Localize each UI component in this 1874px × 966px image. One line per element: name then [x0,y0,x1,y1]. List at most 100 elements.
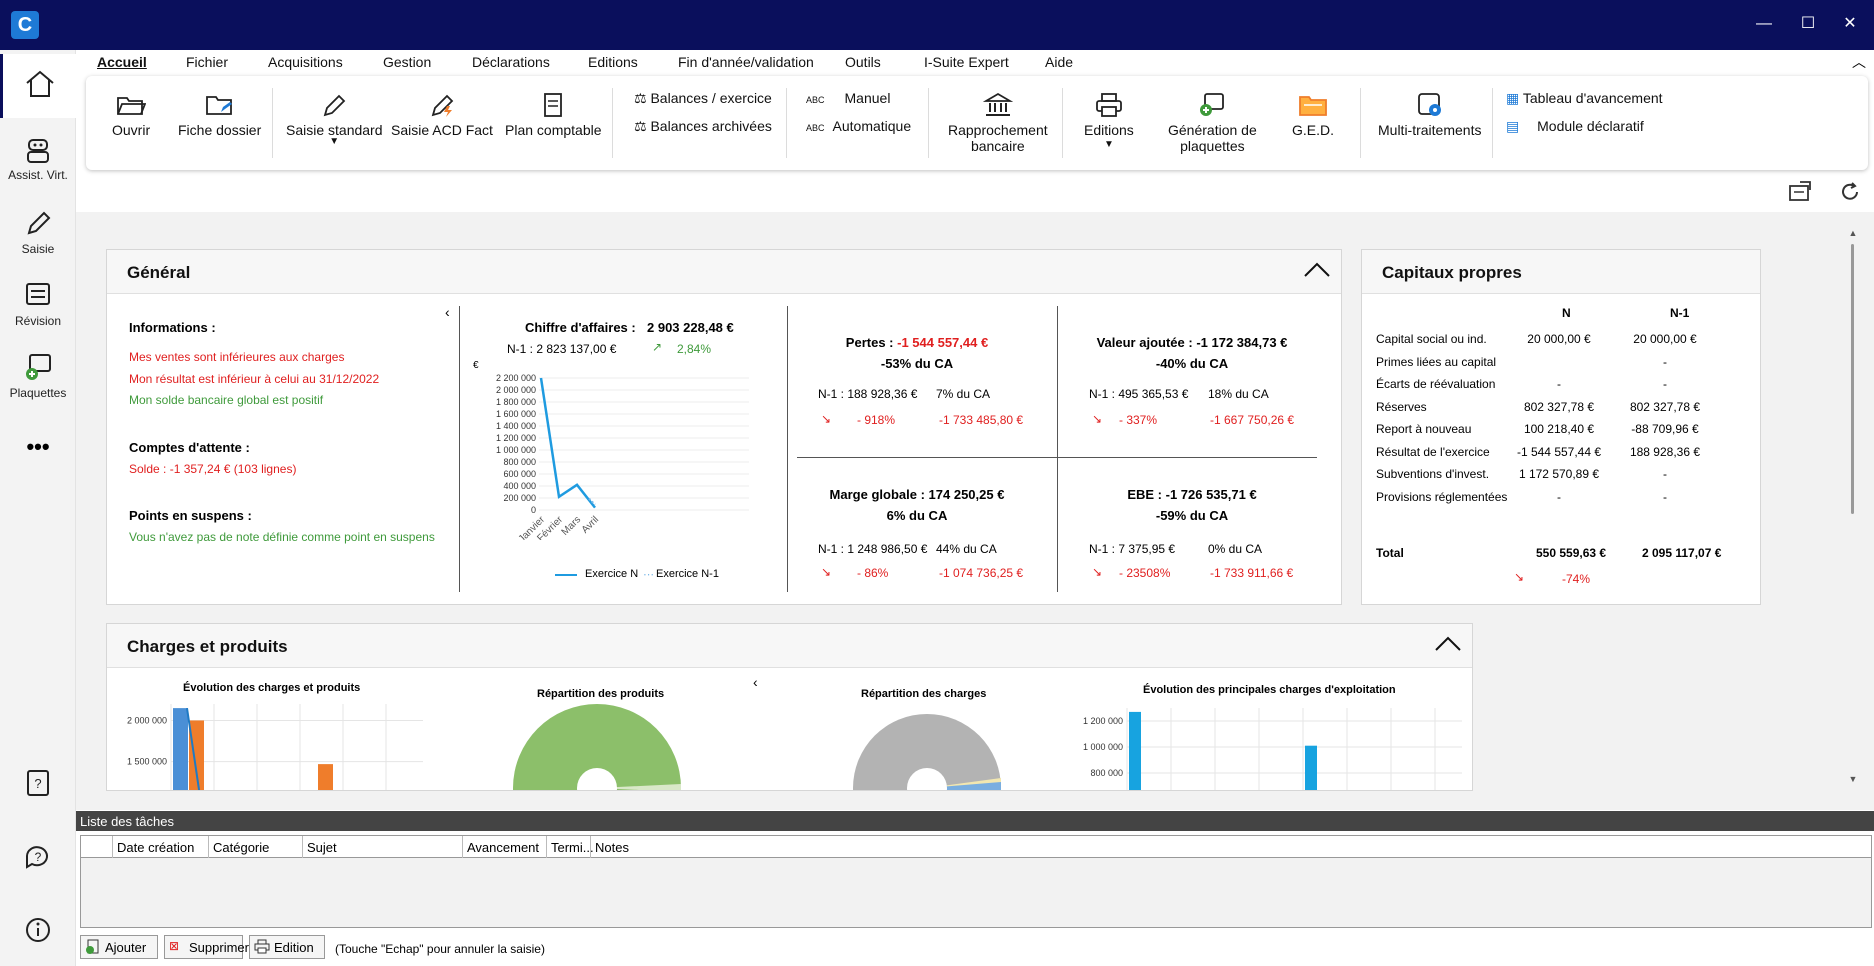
total-n: 550 559,63 € [1536,546,1607,560]
col-categorie[interactable]: Catégorie [209,836,303,858]
charges-produits-panel: Charges et produits Évolution des charge… [106,623,1473,791]
ca-label: Chiffre d'affaires : [525,320,636,335]
menu-accueil[interactable]: Accueil [97,54,147,70]
menu-bar: Accueil Fichier Acquisitions Gestion Déc… [76,50,1874,74]
bar [318,764,333,790]
scroll-down-icon[interactable]: ▼ [1848,774,1858,784]
sidebar-item-home[interactable] [0,54,76,118]
menu-gestion[interactable]: Gestion [383,54,432,70]
minimize-icon[interactable]: — [1756,15,1772,32]
pie-hole [907,768,947,790]
repartition-produits-title: Répartition des produits [537,688,665,700]
marge-label: Marge globale : [829,487,925,502]
col-termine[interactable]: Termi... [547,836,594,858]
folder-edit-icon [205,96,232,115]
info-icon[interactable] [0,916,76,944]
edition-button[interactable]: Edition [249,935,325,959]
export-view-icon[interactable] [1788,180,1812,209]
manuel-button[interactable]: ABC Manuel [806,90,890,106]
info-line: Mon solde bancaire global est positif [129,393,324,407]
ca-line-chart: 2 200 000 2 000 000 1 800 000 1 600 000 1 40… [496,373,749,540]
capitaux-row-n1: - [1663,489,1667,504]
tableau-avancement-button[interactable]: ▦ Tableau d'avancement [1506,90,1663,107]
col-avancement[interactable]: Avancement [463,836,547,858]
generation-plaquettes-button[interactable]: Génération de plaquettes [1168,92,1257,154]
more-icon[interactable]: ••• [26,434,50,459]
sidebar-item-assistant[interactable]: Assist. Virt. [0,134,76,182]
collapse-up-icon[interactable] [1434,634,1462,657]
menu-fin-annee[interactable]: Fin d'année/validation [678,54,814,70]
scroll-up-icon[interactable]: ▲ [1848,228,1858,238]
svg-text:?: ? [34,776,41,791]
sidebar-item-revision[interactable]: Révision [0,280,76,328]
repartition-charges-title: Répartition des charges [861,688,987,700]
chevron-left-icon[interactable]: ‹ [753,674,758,690]
balances-archivees-button[interactable]: ⚖ Balances archivées [634,118,772,135]
chevron-left-icon[interactable]: ‹ [445,304,450,320]
menu-declarations[interactable]: Déclarations [472,54,550,70]
sidebar-item-saisie[interactable]: Saisie [0,208,76,256]
maximize-icon[interactable]: ☐ [1800,15,1816,32]
help-book-icon[interactable]: ? [0,768,76,798]
marge-var: - 86% [857,566,889,580]
plan-comptable-label: Plan comptable [505,122,602,138]
valeur-n1: N-1 : 495 365,53 € [1089,387,1189,401]
pertes-diff: -1 733 485,80 € [939,413,1024,427]
col-date-creation[interactable]: Date création [113,836,209,858]
saisie-standard-button[interactable]: Saisie standard ▼ [286,92,383,147]
supprimer-button[interactable]: ⊠ Supprimer [164,935,249,959]
editions-button[interactable]: Editions ▼ [1084,92,1134,152]
pencil-icon [323,94,346,117]
arrow-up-icon: ↗ [652,340,663,354]
ajouter-button[interactable]: Ajouter [80,935,158,959]
title-bar: C — ☐ ✕ [0,0,1874,50]
vertical-scrollbar[interactable]: ▲ ▼ [1846,228,1860,788]
saisie-acd-button[interactable]: Saisie ACD Fact [391,92,493,138]
menu-editions[interactable]: Editions [588,54,638,70]
scales-icon: ⚖ [634,118,651,134]
capitaux-row-n1: - [1663,354,1667,369]
capitaux-row-n: 20 000,00 € [1527,332,1591,346]
menu-acquisitions[interactable]: Acquisitions [268,54,343,70]
ged-button[interactable]: G.E.D. [1292,92,1334,138]
col-sujet[interactable]: Sujet [303,836,463,858]
sidebar-item-plaquettes[interactable]: Plaquettes [0,352,76,400]
y-tick-label: 1 400 000 [496,421,536,431]
balances-exercice-button[interactable]: ⚖ Balances / exercice [634,90,772,107]
svg-text:?: ? [35,850,42,864]
plan-comptable-button[interactable]: Plan comptable [505,92,602,138]
collapse-ribbon-icon[interactable]: ︿ [1852,54,1866,70]
fiche-dossier-button[interactable]: Fiche dossier [178,92,261,138]
multi-traitements-button[interactable]: Multi-traitements [1378,92,1481,138]
menu-fichier[interactable]: Fichier [186,54,229,70]
rapprochement-button[interactable]: Rapprochement bancaire [948,92,1048,154]
automatique-button[interactable]: ABC Automatique [806,118,911,134]
menu-aide[interactable]: Aide [1045,54,1074,70]
pie-slice [513,704,681,790]
capitaux-row-n: - [1557,377,1561,391]
col-notes[interactable]: Notes [595,840,629,855]
module-declaratif-label: Module déclaratif [1537,118,1644,134]
comptes-solde: Solde : -1 357,24 € (103 lignes) [129,462,297,476]
pertes-pct: -53% du CA [880,356,954,371]
ouvrir-label: Ouvrir [112,122,151,138]
y-tick-label: 800 000 [503,457,536,467]
arrow-down-icon: ↘ [821,412,832,426]
menu-isuite[interactable]: I-Suite Expert [924,54,1009,70]
menu-outils[interactable]: Outils [845,54,881,70]
col-blank[interactable] [81,836,113,858]
tasks-grid[interactable]: Date création Catégorie Sujet Avancement… [80,835,1872,928]
refresh-icon[interactable] [1838,180,1862,209]
ouvrir-button[interactable]: Ouvrir [112,92,150,138]
scroll-thumb[interactable] [1851,244,1854,514]
add-task-icon [85,939,101,958]
dropdown-arrow-icon: ▼ [1103,139,1114,150]
close-icon[interactable]: ✕ [1843,15,1857,32]
charges-produits-title: Charges et produits [127,637,288,656]
chat-help-icon[interactable]: ? [0,842,76,872]
capitaux-row-label: Capital social ou ind. [1376,332,1487,346]
module-declaratif-button[interactable]: ▤ Module déclaratif [1506,118,1644,135]
ebe-pct: -59% du CA [1155,508,1229,523]
collapse-up-icon[interactable] [1303,260,1331,283]
y-tick-label: 0 [531,505,536,515]
